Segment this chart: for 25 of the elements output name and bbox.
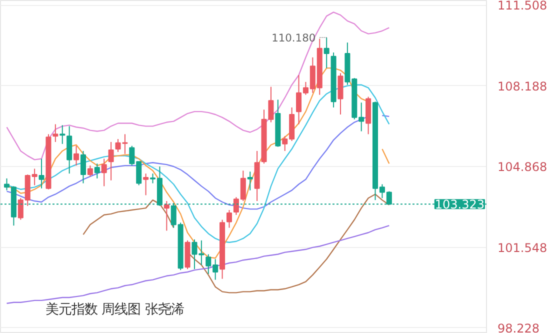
candlestick (143, 173, 149, 196)
candlestick (87, 165, 93, 177)
candlestick (74, 145, 80, 166)
candlestick (38, 158, 44, 189)
candlestick (338, 72, 344, 115)
candlestick (164, 200, 170, 232)
line-series (6, 12, 390, 160)
candlestick (66, 126, 72, 174)
candlestick (108, 141, 114, 181)
y-tick-label: 101.548 (498, 240, 548, 255)
text: 美元指数 周线图 张尧浠 (46, 302, 184, 318)
candlestick (60, 124, 66, 144)
line-series (6, 224, 390, 304)
y-tick-label: 111.508 (498, 0, 548, 13)
candlestick (94, 163, 100, 179)
y-tick-label: 108.188 (498, 79, 548, 94)
candlestick (247, 171, 253, 191)
y-tick-label: 104.868 (498, 160, 548, 174)
candlestick (80, 150, 86, 184)
candlestick (226, 210, 232, 228)
ref-line-label: 103.323 (434, 198, 484, 212)
candlestick (101, 158, 107, 187)
y-tick-label: 98.228 (498, 321, 540, 333)
candlestick (52, 124, 58, 142)
candlestick (324, 36, 330, 69)
